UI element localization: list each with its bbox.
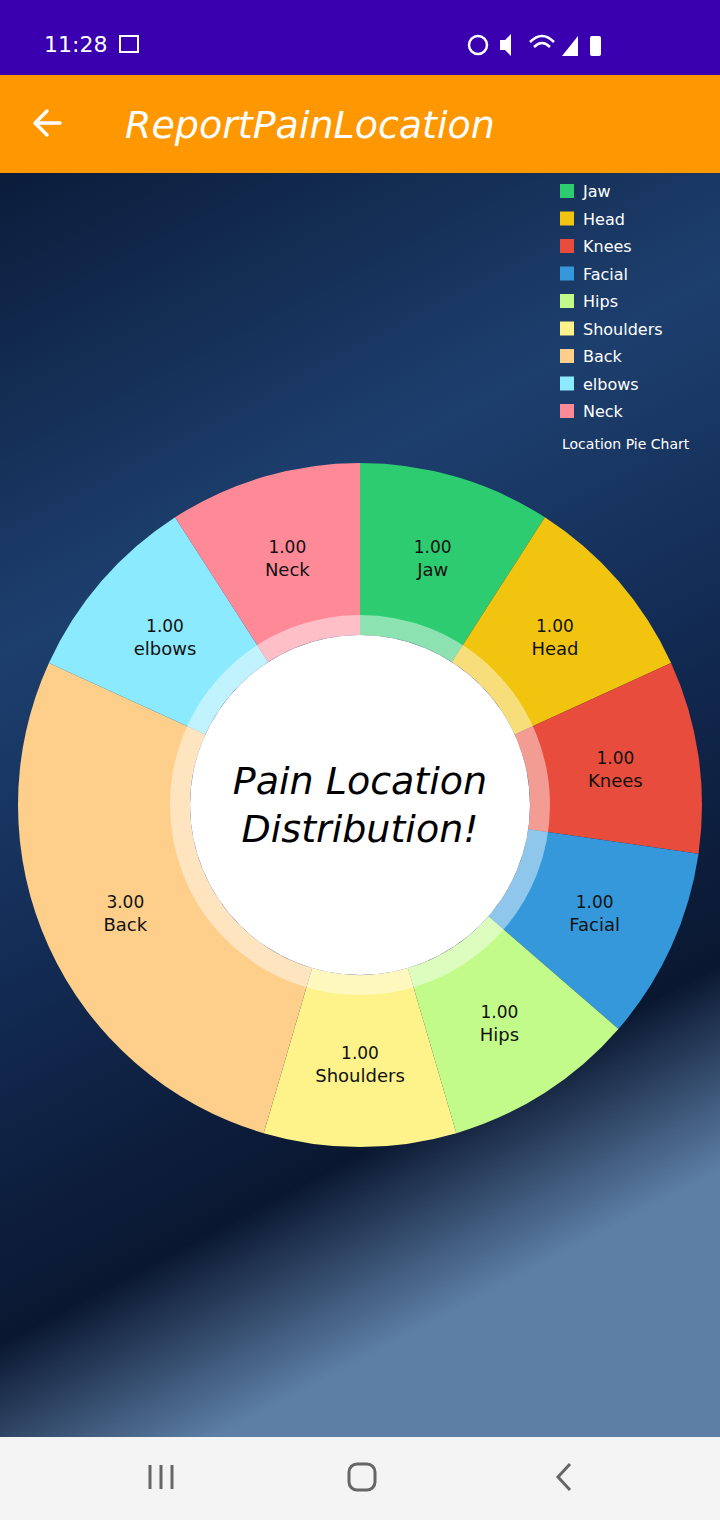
slice-label: Shoulders — [315, 1065, 405, 1086]
status-bar — [0, 0, 720, 75]
back-button[interactable] — [35, 111, 60, 135]
legend-label: Neck — [583, 402, 624, 421]
status-icon — [590, 36, 601, 56]
legend-swatch — [560, 294, 574, 308]
slice-label: Head — [531, 638, 578, 659]
legend-label: Shoulders — [583, 320, 663, 339]
app-title: ReportPainLocation — [125, 103, 495, 147]
data-label: 1.00 — [146, 616, 184, 636]
status-icon — [500, 34, 511, 56]
hole-ring — [180, 625, 540, 985]
legend-label: Hips — [583, 292, 618, 311]
data-label: 1.00 — [536, 616, 574, 636]
status-icon — [120, 36, 138, 52]
legend-swatch — [560, 377, 574, 391]
page: 11:28ReportPainLocation1.00Jaw1.00Head1.… — [0, 0, 720, 1520]
legend-swatch — [560, 184, 574, 198]
status-icon — [530, 36, 554, 47]
data-label: 1.00 — [481, 1002, 519, 1022]
legend-label: Jaw — [582, 182, 611, 201]
legend-swatch — [560, 349, 574, 363]
legend-label: Head — [583, 210, 625, 229]
legend-swatch — [560, 212, 574, 226]
nav-bar — [0, 1437, 720, 1520]
data-label: 1.00 — [576, 892, 614, 912]
nav-back[interactable] — [558, 1464, 570, 1490]
nav-recent[interactable] — [150, 1465, 172, 1489]
legend-label: Facial — [583, 265, 628, 284]
legend-label: elbows — [583, 375, 639, 394]
legend-label: Back — [583, 347, 623, 366]
chart-title-line: Distribution! — [242, 807, 479, 851]
data-label: 3.00 — [106, 892, 144, 912]
background — [0, 172, 720, 1437]
status-icon — [562, 36, 578, 56]
legend-series-name: Location Pie Chart — [562, 436, 690, 452]
slice-label: elbows — [134, 638, 197, 659]
slice-label: Neck — [265, 559, 310, 580]
app-bar — [0, 75, 720, 173]
status-time: 11:28 — [44, 32, 107, 57]
slice-label: Facial — [569, 914, 620, 935]
nav-home[interactable] — [349, 1464, 375, 1490]
chart-title-line: Pain Location — [233, 759, 487, 803]
data-label: 1.00 — [268, 537, 306, 557]
data-label: 1.00 — [596, 748, 634, 768]
chart: 1.00Jaw1.00Head1.00Knees1.00Facial1.00Hi… — [18, 463, 702, 1147]
data-label: 1.00 — [341, 1043, 379, 1063]
legend: Jaw Head Knees Facial Hips Shoulders Back elbow… — [560, 182, 690, 452]
legend-swatch — [560, 267, 574, 281]
legend-swatch — [560, 239, 574, 253]
slice-label: Knees — [588, 770, 643, 791]
legend-swatch — [560, 322, 574, 336]
chart-title: Pain LocationDistribution! — [233, 759, 487, 851]
legend-swatch — [560, 404, 574, 418]
slice-label: Back — [103, 914, 147, 935]
hole — [190, 635, 530, 975]
slice-label: Hips — [480, 1024, 519, 1045]
data-label: 1.00 — [414, 537, 452, 557]
legend-label: Knees — [583, 237, 632, 256]
slice-label: Jaw — [416, 559, 448, 580]
status-icon — [469, 36, 487, 54]
